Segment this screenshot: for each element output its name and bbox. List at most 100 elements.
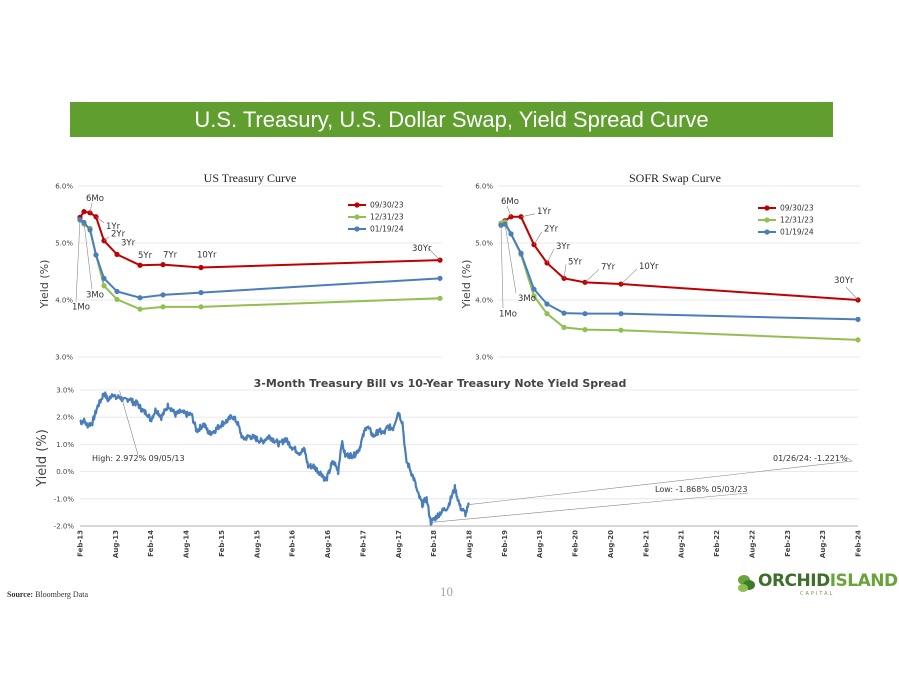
- logo-wordmark: ORCHIDISLAND: [758, 571, 898, 591]
- label-leader: [563, 264, 567, 279]
- x-tick-label: Feb-18: [430, 530, 438, 557]
- y-tick-label: 5.0%: [475, 240, 493, 248]
- legend-label: 01/19/24: [780, 228, 814, 237]
- logo-subtitle: CAPITAL: [800, 591, 835, 597]
- x-tick-label: Aug-17: [395, 530, 403, 558]
- data-point: [160, 304, 166, 310]
- x-tick-label: Aug-20: [607, 530, 615, 558]
- tenor-label: 7Yr: [163, 251, 178, 261]
- legend-label: 12/31/23: [780, 216, 814, 225]
- swap-chart-title: SOFR Swap Curve: [629, 171, 721, 185]
- x-tick-label: Feb-22: [713, 530, 721, 557]
- legend-label: 01/19/24: [370, 225, 404, 234]
- legend-label: 12/31/23: [370, 213, 404, 222]
- series-line: [79, 218, 441, 299]
- last-leader: [466, 456, 853, 506]
- tenor-label: 6Mo: [501, 197, 519, 207]
- x-tick-label: Feb-14: [147, 530, 155, 557]
- y-tick-label: 6.0%: [475, 183, 493, 191]
- tenor-label: 1Mo: [499, 309, 517, 319]
- y-tick-label: 3.0%: [475, 354, 493, 362]
- data-point: [437, 295, 443, 301]
- data-point: [114, 288, 120, 295]
- data-point: [198, 264, 204, 271]
- tenor-label: 2Yr: [544, 225, 559, 235]
- tenor-label: 1Yr: [537, 207, 552, 217]
- data-point: [101, 275, 107, 281]
- tenor-label: 30Yr: [412, 244, 432, 254]
- label-leader: [533, 231, 543, 245]
- label-leader: [504, 224, 517, 294]
- x-tick-label: Feb-23: [784, 530, 792, 557]
- tenor-label: 3Yr: [556, 242, 571, 252]
- x-tick-label: Feb-17: [359, 530, 367, 557]
- legend-marker: [354, 214, 360, 220]
- data-point: [114, 296, 120, 303]
- x-tick-label: Aug-15: [253, 530, 261, 558]
- series-line: [500, 215, 859, 301]
- legend-label: 09/30/23: [370, 201, 404, 210]
- orchid-island-logo: ORCHIDISLAND CAPITAL: [736, 571, 898, 601]
- data-point: [114, 251, 120, 257]
- data-point: [582, 327, 588, 333]
- data-point: [544, 311, 550, 317]
- slide-title-banner: U.S. Treasury, U.S. Dollar Swap, Yield S…: [70, 102, 833, 137]
- series-line: [79, 210, 441, 269]
- data-point: [561, 310, 567, 316]
- data-point: [498, 222, 504, 228]
- label-leader: [500, 225, 504, 309]
- y-tick-label: 4.0%: [475, 297, 493, 305]
- x-tick-label: Aug-23: [819, 530, 827, 558]
- x-tick-label: Feb-15: [218, 530, 226, 557]
- data-point: [160, 262, 166, 268]
- x-tick-label: Feb-13: [77, 530, 85, 557]
- label-leader: [620, 268, 638, 285]
- data-point: [508, 231, 514, 237]
- label-leader: [89, 202, 93, 213]
- label-leader: [584, 269, 600, 283]
- tenor-label: 2Yr: [111, 230, 126, 240]
- treasury-curve-chart: US Treasury Curve Yield (%) 3.0% 4.0% 5.0%…: [38, 171, 443, 362]
- tenor-label: 5Yr: [568, 257, 583, 267]
- data-point: [198, 304, 204, 310]
- data-point: [101, 283, 107, 289]
- page-number: 10: [440, 584, 453, 599]
- tenor-label: 3Mo: [86, 290, 104, 300]
- data-point: [531, 286, 537, 292]
- data-point: [518, 250, 524, 256]
- y-tick-label: 5.0%: [55, 240, 73, 248]
- data-point: [93, 252, 99, 258]
- x-tick-label: Feb-16: [289, 530, 297, 557]
- x-tick-label: Feb-20: [572, 530, 580, 557]
- label-leader: [427, 247, 441, 261]
- y-tick-label: 0.0%: [56, 468, 74, 476]
- x-tick-label: Aug-21: [678, 530, 686, 558]
- logo-word-orchid: ORCHID: [758, 571, 830, 591]
- tenor-label: 3Yr: [121, 238, 136, 248]
- source-text: Bloomberg Data: [33, 590, 89, 599]
- tenor-label: 3Mo: [518, 294, 536, 304]
- spread-y-axis-label: Yield (%): [35, 429, 50, 488]
- spread-series-line: [79, 391, 470, 526]
- series-line: [500, 220, 859, 341]
- data-point: [582, 311, 588, 317]
- source-label: Source:: [7, 590, 34, 599]
- data-point: [531, 293, 537, 299]
- orchid-flower-icon: [738, 575, 755, 592]
- tenor-label: 10Yr: [197, 251, 217, 261]
- treasury-chart-title: US Treasury Curve: [204, 171, 297, 185]
- legend-marker: [764, 217, 770, 223]
- y-tick-label: 1.0%: [56, 441, 74, 449]
- treasury-y-axis-label: Yield (%): [38, 260, 51, 310]
- swap-y-axis-label: Yield (%): [460, 260, 473, 310]
- data-point: [137, 306, 143, 312]
- data-point: [137, 262, 143, 268]
- data-point: [618, 327, 624, 333]
- tenor-label: 5Yr: [138, 251, 153, 261]
- y-tick-label: -2.0%: [54, 523, 75, 531]
- data-point: [81, 219, 87, 226]
- data-point: [618, 311, 624, 317]
- y-tick-label: 6.0%: [55, 183, 73, 191]
- label-leader: [83, 222, 93, 290]
